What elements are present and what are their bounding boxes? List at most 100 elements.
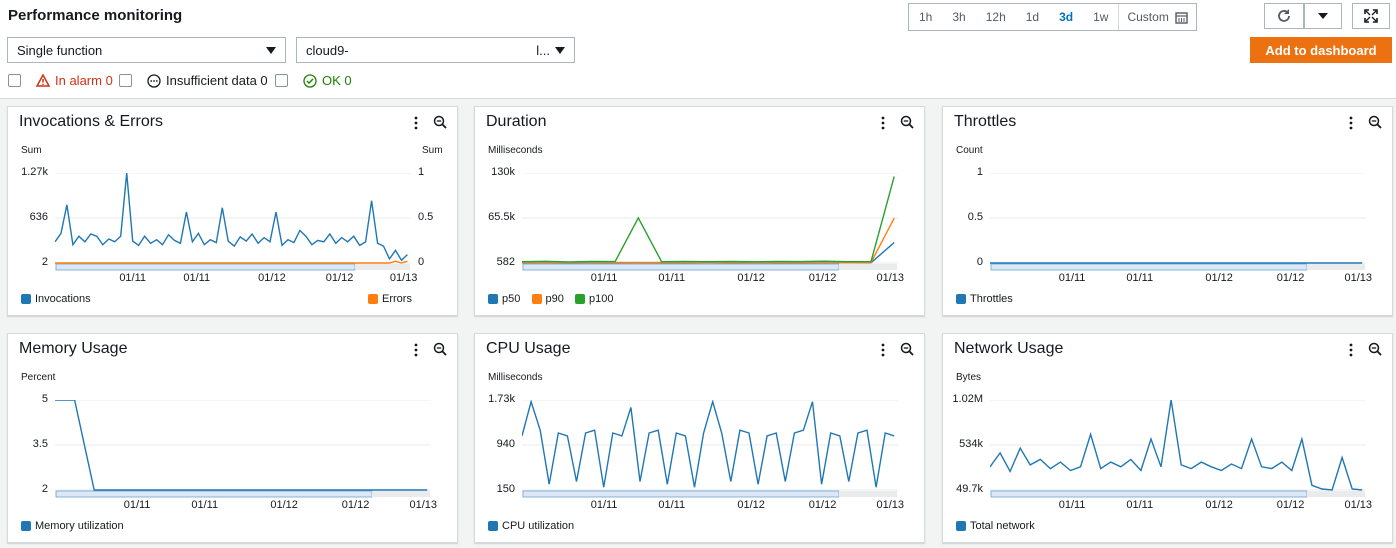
function-type-select[interactable]: Single function	[7, 37, 286, 63]
y-tick-label: 0.5	[967, 211, 983, 223]
calendar-icon	[1175, 11, 1188, 24]
y-tick-label: 5	[41, 393, 48, 405]
chart-widget: Invocations & Errors Sum Sum 1.27k 636 2 1 0.5 0…	[7, 106, 458, 316]
legend-item[interactable]: Invocations	[21, 293, 91, 305]
time-range-brush[interactable]	[522, 490, 840, 498]
time-range-brush[interactable]	[990, 490, 1308, 498]
zoom-out-icon[interactable]	[900, 342, 914, 356]
refresh-options-button[interactable]	[1304, 3, 1342, 29]
more-vertical-icon[interactable]	[880, 343, 886, 357]
chart-title: Memory Usage	[19, 340, 128, 357]
time-range-brush[interactable]	[522, 263, 840, 271]
refresh-button[interactable]	[1264, 3, 1304, 29]
range-1d[interactable]: 1d	[1016, 4, 1049, 30]
insufficient-label: Insufficient data 0	[166, 73, 268, 88]
chart-plot-area[interactable]	[522, 400, 900, 502]
y-axis-label: Milliseconds	[488, 145, 543, 156]
y-axis-label-right: Sum	[422, 145, 443, 156]
chart-plot-area[interactable]	[55, 400, 433, 502]
more-vertical-icon[interactable]	[413, 343, 419, 357]
ok-checkbox[interactable]	[275, 74, 288, 87]
chart-widget: Duration Milliseconds 130k 65.5k 582 01/11 01/…	[474, 106, 925, 316]
legend-item[interactable]: p50	[488, 293, 520, 305]
legend-label: Throttles	[970, 293, 1013, 305]
x-tick-label: 01/12	[737, 272, 765, 284]
series-line-p90	[522, 217, 895, 264]
chart-title: Invocations & Errors	[19, 113, 164, 130]
legend-swatch	[21, 294, 31, 304]
more-vertical-icon[interactable]	[1348, 116, 1354, 130]
legend-swatch	[956, 294, 966, 304]
range-1h[interactable]: 1h	[909, 4, 942, 30]
chart-title: Throttles	[954, 113, 1017, 130]
x-tick-label: 01/11	[123, 499, 151, 511]
time-range-brush[interactable]	[55, 263, 356, 271]
legend-label: CPU utilization	[502, 520, 575, 532]
x-tick-label: 01/13	[389, 272, 418, 284]
x-tick-label: 01/13	[876, 499, 904, 511]
legend-item[interactable]: Errors	[368, 293, 412, 305]
filter-insufficient-data[interactable]: Insufficient data 0	[119, 73, 268, 88]
legend-item[interactable]: Throttles	[956, 293, 1013, 305]
x-tick-label: 01/11	[658, 272, 686, 284]
legend-swatch	[531, 294, 542, 304]
function-name-select[interactable]: cloud9- l...	[296, 37, 575, 63]
more-vertical-icon[interactable]	[413, 116, 419, 130]
range-1w[interactable]: 1w	[1083, 4, 1118, 30]
legend-item[interactable]: Total network	[956, 520, 1035, 532]
range-3h[interactable]: 3h	[942, 4, 975, 30]
x-tick-label: 01/11	[1126, 272, 1154, 284]
time-range-remainder	[371, 491, 430, 497]
x-tick-label: 01/12	[325, 272, 354, 284]
more-vertical-icon[interactable]	[1348, 343, 1354, 357]
fullscreen-button[interactable]	[1352, 3, 1390, 29]
legend-item[interactable]: CPU utilization	[488, 520, 574, 532]
x-tick-label: 01/11	[191, 499, 219, 511]
filter-in-alarm[interactable]: In alarm 0	[8, 73, 113, 88]
y-tick-label-right: 1	[418, 166, 425, 178]
chart-widget: Throttles Count 1 0.5 0 01/11 01/11 01/12 01/12 0…	[942, 106, 1393, 316]
legend-item[interactable]: p100	[575, 293, 613, 305]
time-range-brush[interactable]	[55, 490, 373, 498]
zoom-out-icon[interactable]	[1368, 342, 1382, 356]
more-vertical-icon[interactable]	[880, 116, 886, 130]
legend-item[interactable]: p90	[531, 293, 564, 305]
check-circle-icon	[303, 73, 317, 88]
chart-plot-area[interactable]	[55, 173, 413, 275]
x-tick-label: 01/11	[1058, 272, 1086, 284]
range-custom[interactable]: Custom	[1118, 4, 1195, 30]
x-tick-label: 01/12	[808, 272, 837, 284]
legend-swatch	[368, 294, 378, 304]
function-name-suffix: l...	[536, 43, 550, 58]
x-tick-label: 01/12	[270, 499, 298, 511]
caret-down-icon	[266, 47, 276, 54]
y-tick-label-right: 0	[418, 256, 425, 268]
y-tick-label-right: 0.5	[418, 211, 434, 223]
zoom-out-icon[interactable]	[433, 115, 447, 129]
y-tick-label: 130k	[491, 166, 515, 178]
chart-plot-area[interactable]	[522, 173, 900, 275]
series-line-cpu-utilization	[522, 400, 895, 488]
chart-title: Duration	[486, 113, 547, 130]
time-range-brush[interactable]	[990, 263, 1308, 271]
add-to-dashboard-button[interactable]: Add to dashboard	[1250, 37, 1392, 63]
chart-plot-area[interactable]	[990, 173, 1368, 275]
legend-swatch	[956, 521, 966, 531]
chart-plot-area[interactable]	[990, 400, 1368, 502]
zoom-out-icon[interactable]	[900, 115, 914, 129]
ok-label: OK 0	[322, 73, 352, 88]
chart-title: CPU Usage	[486, 340, 571, 357]
zoom-out-icon[interactable]	[433, 342, 447, 356]
insufficient-checkbox[interactable]	[119, 74, 132, 87]
legend-item[interactable]: Memory utilization	[21, 520, 124, 532]
in-alarm-checkbox[interactable]	[8, 74, 21, 87]
time-range-remainder	[355, 264, 410, 270]
in-alarm-label: In alarm 0	[55, 73, 113, 88]
zoom-out-icon[interactable]	[1368, 115, 1382, 129]
filter-ok[interactable]: OK 0	[275, 73, 352, 88]
range-12h[interactable]: 12h	[976, 4, 1016, 30]
y-tick-label: 0	[976, 256, 983, 268]
range-3d[interactable]: 3d	[1049, 4, 1083, 30]
y-tick-label: 65.5k	[488, 211, 515, 223]
refresh-icon	[1278, 9, 1290, 22]
